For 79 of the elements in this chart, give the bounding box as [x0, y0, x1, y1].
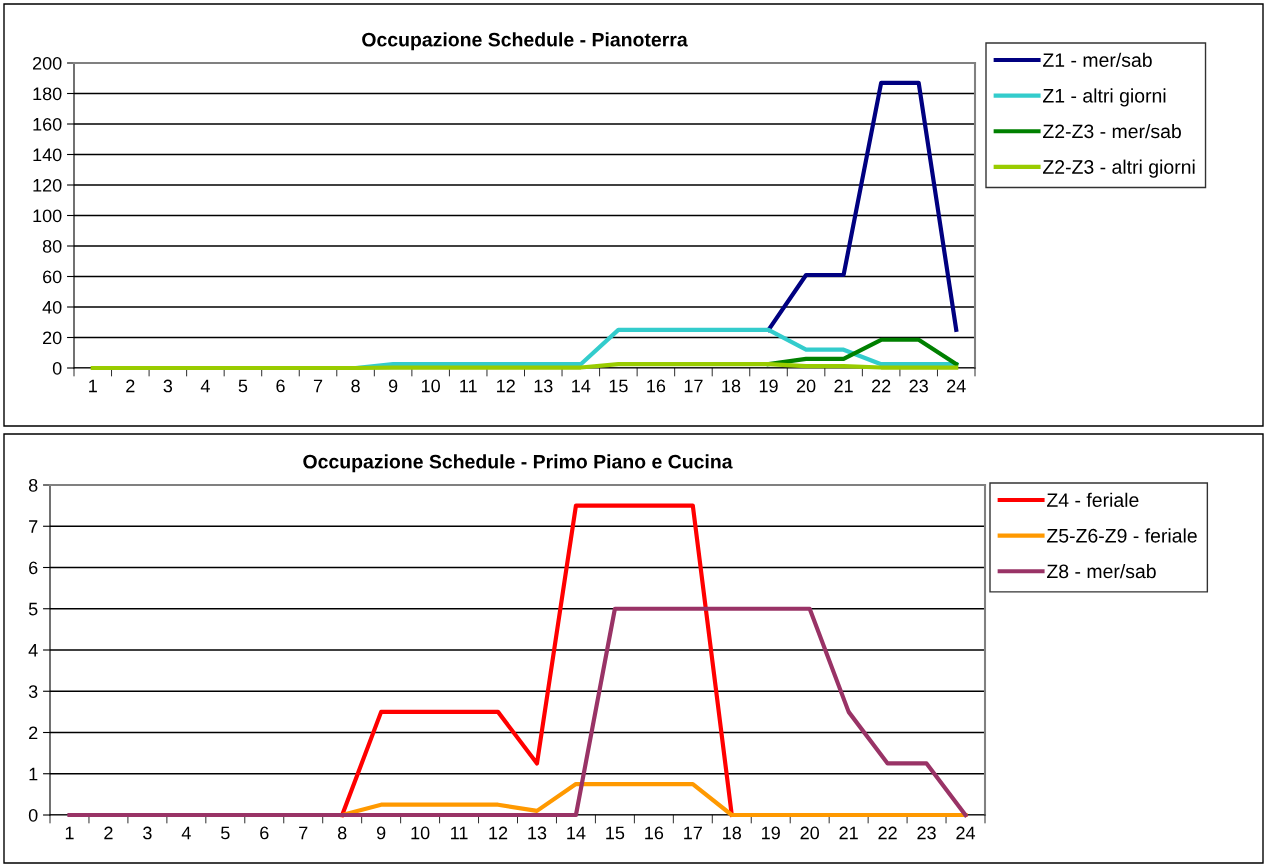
- y-tick-label: 4: [28, 644, 38, 657]
- y-tick-label: 1: [29, 767, 38, 781]
- x-tick-label: 8: [351, 379, 360, 393]
- y-tick-label: 5: [28, 602, 38, 616]
- x-tick-label: 6: [260, 826, 269, 840]
- x-tick-label: 3: [163, 379, 173, 393]
- x-tick-label: 21: [834, 379, 853, 393]
- y-tick-label: 3: [28, 685, 38, 698]
- legend-label: Z2-Z3 - mer/sab: [1043, 123, 1181, 139]
- x-tick-label: 22: [878, 826, 897, 840]
- chart-title: Occupazione Schedule - Pianoterra: [362, 32, 688, 51]
- y-tick-label: 160: [33, 117, 62, 131]
- x-tick-label: 13: [534, 379, 553, 393]
- x-tick-label: 17: [684, 826, 702, 840]
- x-tick-label: 6: [276, 379, 285, 393]
- x-tick-label: 7: [299, 826, 308, 840]
- x-tick-label: 9: [376, 826, 386, 840]
- x-tick-label: 2: [126, 379, 135, 393]
- x-tick-label: 23: [917, 826, 936, 840]
- x-tick-label: 24: [947, 379, 966, 393]
- x-tick-label: 1: [65, 826, 74, 840]
- y-tick-label: 8: [28, 478, 38, 492]
- x-tick-label: 4: [200, 379, 210, 393]
- x-tick-label: 11: [451, 826, 468, 840]
- x-tick-label: 5: [221, 826, 230, 840]
- x-tick-label: 23: [909, 379, 928, 393]
- x-tick-label: 7: [313, 379, 323, 393]
- x-tick-label: 5: [238, 379, 248, 393]
- y-tick-label: 0: [52, 361, 62, 375]
- x-tick-label: 18: [722, 379, 741, 393]
- y-tick-label: 40: [42, 300, 62, 314]
- y-tick-label: 120: [33, 178, 62, 192]
- y-tick-label: 80: [42, 239, 62, 253]
- x-tick-label: 20: [796, 379, 816, 393]
- y-tick-label: 20: [43, 331, 62, 345]
- x-tick-label: 22: [872, 379, 891, 393]
- y-tick-label: 200: [32, 56, 62, 70]
- x-tick-label: 16: [645, 826, 664, 840]
- chart-title: Occupazione Schedule - Primo Piano e Cucina: [303, 454, 733, 473]
- legend-label: Z5-Z6-Z9 - feriale: [1047, 528, 1197, 543]
- x-tick-label: 8: [337, 826, 347, 840]
- x-tick-label: 15: [606, 826, 625, 840]
- y-tick-label: 140: [33, 148, 62, 162]
- x-tick-label: 15: [609, 379, 628, 393]
- x-tick-label: 17: [684, 379, 703, 393]
- line-series: [67, 606, 968, 818]
- y-tick-label: 0: [28, 808, 38, 822]
- legend-label: Z8 - mer/sab: [1047, 563, 1156, 579]
- x-tick-label: 12: [489, 826, 508, 840]
- x-tick-label: 19: [759, 379, 778, 393]
- x-tick-label: 1: [89, 379, 97, 393]
- line-series: [340, 781, 968, 818]
- legend-label: Z1 - mer/sab: [1043, 52, 1152, 67]
- legend-label: Z4 - feriale: [1047, 492, 1139, 507]
- legend-label: Z2-Z3 - altri giorni: [1043, 159, 1195, 178]
- x-tick-label: 9: [388, 379, 398, 393]
- x-tick-label: 21: [839, 826, 858, 840]
- x-tick-label: 2: [104, 826, 113, 840]
- x-tick-label: 19: [762, 826, 780, 840]
- x-tick-label: 24: [956, 826, 976, 840]
- x-tick-label: 20: [800, 826, 820, 840]
- y-tick-label: 7: [29, 520, 38, 533]
- x-tick-label: 14: [572, 379, 591, 393]
- x-tick-label: 11: [460, 379, 477, 393]
- x-tick-label: 18: [723, 826, 742, 840]
- x-tick-label: 14: [567, 826, 586, 840]
- x-tick-label: 4: [181, 826, 191, 840]
- y-tick-label: 2: [29, 726, 38, 740]
- legend-label: Z1 - altri giorni: [1043, 88, 1166, 107]
- x-tick-label: 10: [421, 379, 440, 393]
- x-tick-label: 12: [497, 379, 515, 393]
- x-tick-label: 16: [647, 379, 666, 393]
- x-tick-label: 13: [528, 826, 547, 840]
- y-tick-label: 6: [29, 561, 38, 575]
- x-tick-label: 10: [411, 826, 430, 840]
- y-tick-label: 60: [43, 270, 62, 284]
- x-tick-label: 3: [143, 826, 152, 840]
- y-tick-label: 100: [33, 209, 62, 223]
- y-tick-label: 180: [33, 87, 62, 101]
